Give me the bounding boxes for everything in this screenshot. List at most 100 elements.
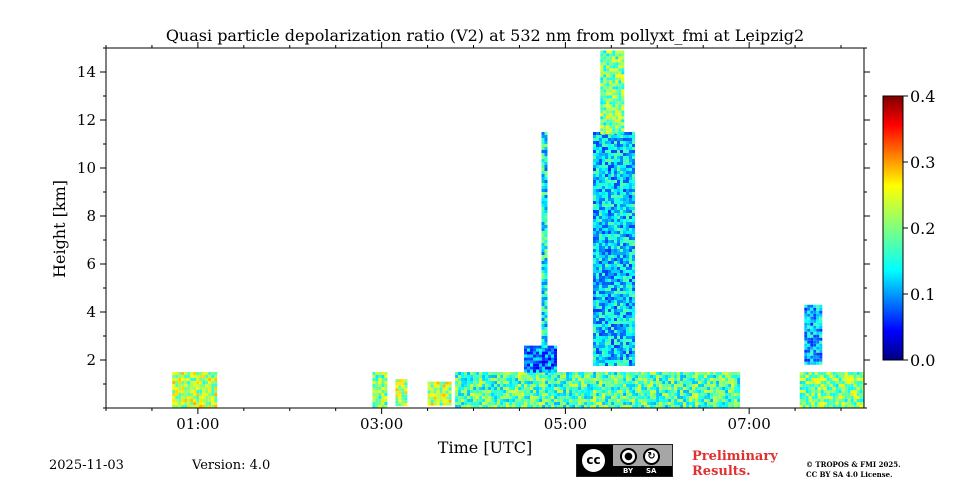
heatmap-cell [713, 399, 717, 402]
heatmap-cell [659, 390, 663, 393]
heatmap-cell [608, 270, 611, 273]
heatmap-cell [175, 384, 179, 387]
heatmap-cell [609, 71, 613, 75]
heatmap-cell [737, 384, 741, 387]
heatmap-cell [614, 147, 617, 150]
heatmap-cell [620, 330, 623, 333]
heatmap-cell [698, 399, 702, 402]
heatmap-cell [680, 372, 684, 375]
heatmap-cell [710, 393, 714, 396]
heatmap-cell [536, 366, 539, 370]
heatmap-cell [805, 384, 809, 387]
heatmap-cell [605, 228, 608, 231]
heatmap-cell [427, 390, 431, 394]
heatmap-cell [626, 372, 630, 375]
heatmap-cell [614, 342, 617, 345]
heatmap-cell [810, 346, 814, 350]
heatmap-cell [211, 393, 215, 396]
heatmap-cell [608, 138, 611, 141]
heatmap-cell [632, 240, 635, 243]
heatmap-cell [623, 201, 626, 204]
heatmap-cell [593, 204, 596, 207]
heatmap-cell [683, 399, 687, 402]
heatmap-cell [608, 300, 611, 303]
heatmap-cell [199, 402, 203, 405]
heatmap-cell [569, 384, 573, 387]
heatmap-cell [605, 243, 608, 246]
heatmap-cell [563, 378, 567, 381]
heatmap-cell [623, 159, 626, 162]
heatmap-cell [819, 319, 823, 323]
heatmap-cell [620, 288, 623, 291]
heatmap-cell [680, 384, 684, 387]
heatmap-cell [847, 399, 851, 402]
heatmap-cell [506, 399, 510, 402]
heatmap-cell [617, 390, 621, 393]
heatmap-cell [455, 387, 459, 390]
heatmap-cell [817, 387, 821, 390]
heatmap-cell [488, 405, 492, 408]
heatmap-cell [584, 396, 588, 399]
heatmap-cell [596, 201, 599, 204]
heatmap-cell [626, 171, 629, 174]
heatmap-cell [599, 297, 602, 300]
heatmap-cell [476, 378, 480, 381]
heatmap-cell [554, 366, 557, 370]
heatmap-cell [632, 132, 635, 135]
heatmap-cell [611, 222, 614, 225]
heatmap-cell [611, 273, 614, 276]
heatmap-cell [599, 180, 602, 183]
heatmap-cell [620, 153, 623, 156]
heatmap-cell [603, 50, 607, 54]
heatmap-cell [442, 390, 446, 394]
heatmap-cell [629, 318, 632, 321]
heatmap-cell [829, 381, 833, 384]
heatmap-cell [581, 399, 585, 402]
heatmap-cell [617, 351, 620, 354]
heatmap-cell [692, 384, 696, 387]
heatmap-cell [802, 390, 806, 393]
heatmap-cell [193, 393, 197, 396]
heatmap-cell [518, 393, 522, 396]
heatmap-cell [467, 384, 471, 387]
heatmap-cell [530, 381, 534, 384]
heatmap-cell [686, 384, 690, 387]
heatmap-cell [713, 372, 717, 375]
heatmap-cell [476, 387, 480, 390]
heatmap-cell [716, 384, 720, 387]
heatmap-cell [820, 402, 824, 405]
heatmap-cell [686, 402, 690, 405]
heatmap-cell [491, 399, 495, 402]
heatmap-cell [813, 328, 817, 332]
heatmap-cell [695, 387, 699, 390]
heatmap-cell [605, 360, 608, 363]
heatmap-cell [533, 354, 536, 358]
heatmap-cell [614, 297, 617, 300]
heatmap-cell [856, 375, 860, 378]
heatmap-cell [608, 333, 611, 336]
heatmap-cell [614, 264, 617, 267]
heatmap-cell [719, 396, 723, 399]
heatmap-cell [551, 369, 554, 373]
heatmap-cell [611, 201, 614, 204]
heatmap-cell [692, 381, 696, 384]
heatmap-cell [623, 171, 626, 174]
heatmap-cell [615, 125, 619, 129]
heatmap-cell [621, 89, 625, 93]
heatmap-cell [470, 390, 474, 393]
heatmap-cell [618, 92, 622, 96]
heatmap-cell [623, 348, 626, 351]
heatmap-cell [593, 279, 596, 282]
heatmap-cell [593, 285, 596, 288]
heatmap-cell [704, 387, 708, 390]
heatmap-cell [620, 186, 623, 189]
heatmap-cell [620, 276, 623, 279]
heatmap-cell [829, 387, 833, 390]
heatmap-cell [656, 378, 660, 381]
heatmap-cell [608, 213, 611, 216]
heatmap-cell [620, 189, 623, 192]
heatmap-cell [862, 375, 864, 378]
heatmap-cell [617, 162, 620, 165]
heatmap-cell [626, 225, 629, 228]
heatmap-cell [612, 116, 616, 120]
